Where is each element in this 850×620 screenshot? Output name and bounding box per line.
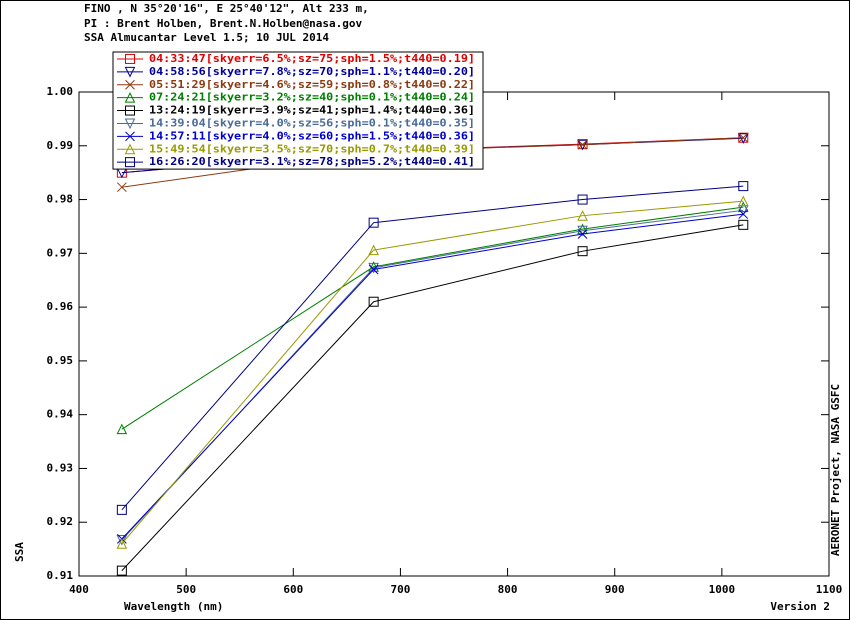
marker <box>577 225 588 237</box>
x-tick-label: 600 <box>283 583 303 596</box>
y-tick-label: 0.96 <box>47 300 74 313</box>
legend-marker <box>125 105 135 116</box>
legend-label: 05:51:29[skyerr=4.6%;sz=59;sph=0.8%;t440… <box>149 78 475 91</box>
header-line: PI : Brent Holben, Brent.N.Holben@nasa.g… <box>84 17 363 30</box>
header-line: FINO , N 35°20'16", E 25°40'12", Alt 233… <box>84 2 369 15</box>
marker <box>368 296 379 307</box>
legend-marker <box>125 53 135 64</box>
x-tick-label: 1100 <box>816 583 843 596</box>
legend-label: 04:33:47[skyerr=6.5%;sz=75;sph=1.5%;t440… <box>149 52 475 65</box>
y-tick-label: 0.92 <box>47 515 74 528</box>
x-tick-label: 500 <box>176 583 196 596</box>
y-tick-label: 0.94 <box>47 408 74 421</box>
x-tick-label: 900 <box>605 583 625 596</box>
y-tick-label: 0.91 <box>47 569 74 582</box>
x-tick-label: 400 <box>69 583 89 596</box>
legend-box <box>112 51 484 170</box>
legend-marker <box>124 66 136 78</box>
y-tick-label: 0.95 <box>47 354 74 367</box>
legend-label: 14:39:04[skyerr=4.0%;sz=56;sph=0.1%;t440… <box>149 116 475 129</box>
legend-marker <box>125 79 135 90</box>
y-tick-label: 0.93 <box>47 461 74 474</box>
marker <box>738 132 749 143</box>
marker <box>737 201 749 213</box>
marker <box>116 565 127 576</box>
marker <box>577 139 588 150</box>
legend-label: 14:57:11[skyerr=4.0%;sz=60;sph=1.5%;t440… <box>149 129 475 142</box>
legend-marker <box>124 92 136 103</box>
x-tick-label: 800 <box>498 583 518 596</box>
x-tick-label: 1000 <box>709 583 736 596</box>
x-axis-label: Wavelength (nm) <box>124 600 223 613</box>
y-tick-label: 0.99 <box>47 139 74 152</box>
legend-marker <box>124 118 136 130</box>
legend-label: 04:58:56[skyerr=7.8%;sz=70;sph=1.1%;t440… <box>149 65 475 78</box>
marker <box>577 194 588 205</box>
marker <box>577 246 588 257</box>
marker <box>368 264 379 275</box>
legend-label: 13:24:19[skyerr=3.9%;sz=41;sph=1.4%;t440… <box>149 104 475 117</box>
series-line <box>121 185 744 511</box>
marker <box>116 538 128 549</box>
marker <box>738 181 749 192</box>
series-line <box>121 224 744 571</box>
series-line <box>121 213 744 540</box>
marker <box>738 219 749 230</box>
marker <box>577 229 588 239</box>
legend-label: 07:24:21[skyerr=3.2%;sz=40;sph=0.1%;t440… <box>149 91 475 104</box>
marker <box>737 195 749 207</box>
series-line <box>121 206 744 430</box>
y-axis-label: SSA <box>13 542 26 562</box>
legend-label: 15:49:54[skyerr=3.5%;sz=70;sph=0.7%;t440… <box>149 142 475 155</box>
marker <box>368 244 379 256</box>
y-tick-label: 0.98 <box>47 193 74 206</box>
side-note: AERONET Project, NASA GSFC <box>829 384 842 556</box>
marker <box>117 182 127 193</box>
version-label: Version 2 <box>770 600 830 613</box>
y-tick-label: 0.97 <box>47 246 74 259</box>
y-tick-label: 1.00 <box>47 85 74 98</box>
legend-marker <box>125 131 135 142</box>
x-tick-label: 700 <box>390 583 410 596</box>
legend-marker <box>124 143 136 155</box>
legend-marker <box>125 157 135 168</box>
marker <box>577 210 588 221</box>
header-line: SSA Almucantar Level 1.5; 10 JUL 2014 <box>84 31 329 44</box>
legend-label: 16:26:20[skyerr=3.1%;sz=78;sph=5.2%;t440… <box>149 155 475 168</box>
marker <box>116 534 128 546</box>
series-line <box>121 200 744 545</box>
marker <box>368 217 379 228</box>
marker <box>116 504 127 515</box>
marker <box>738 209 749 219</box>
marker <box>116 423 128 435</box>
